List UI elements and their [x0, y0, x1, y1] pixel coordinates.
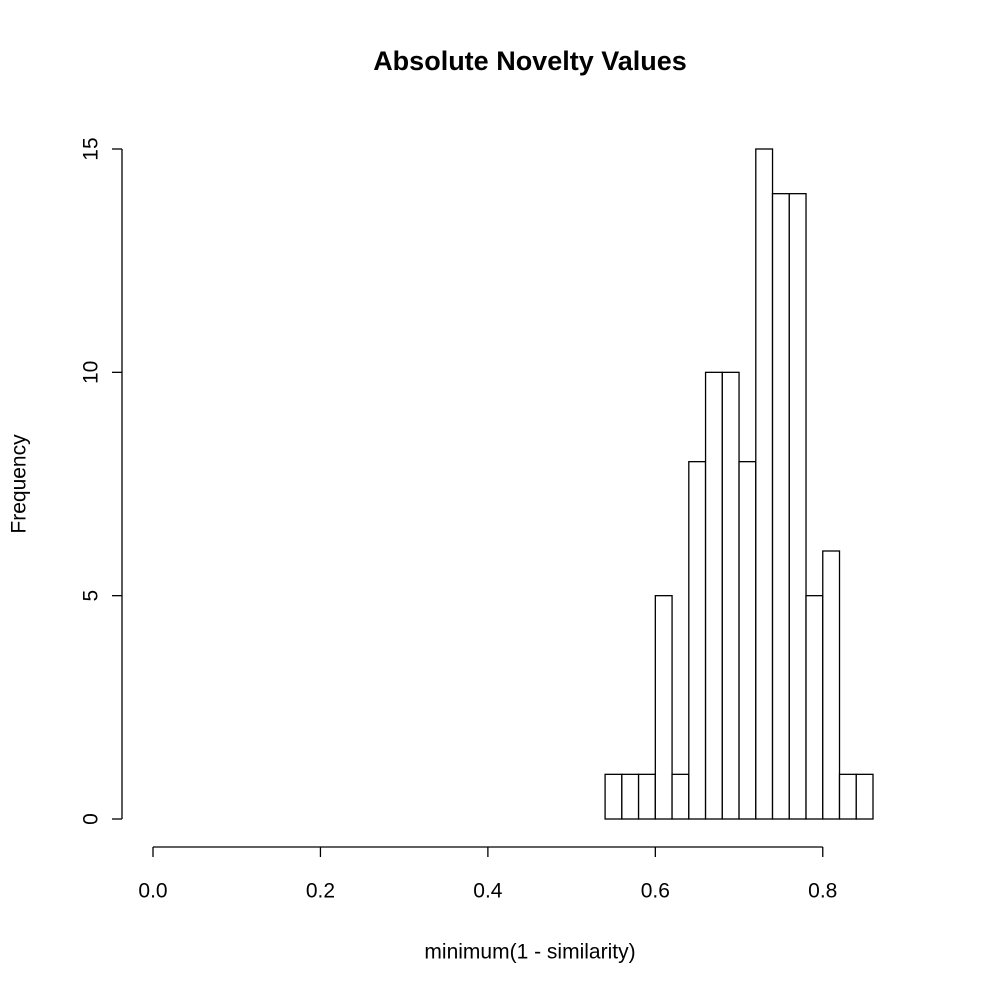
bar [604, 773, 623, 820]
bar [721, 371, 740, 820]
x-axis-label: minimum(1 - similarity) [424, 941, 635, 964]
bar [755, 148, 774, 820]
x-tick-label: 0.0 [138, 880, 167, 903]
bar [855, 773, 874, 820]
bar [688, 461, 707, 820]
bar [838, 773, 857, 820]
bar [822, 550, 841, 820]
x-tick-label: 0.4 [473, 880, 503, 903]
x-tick-label: 0.2 [306, 880, 335, 903]
x-tick-label: 0.8 [808, 880, 837, 903]
bar [654, 595, 673, 820]
y-axis-label: Frequency [8, 434, 31, 534]
bar [805, 595, 824, 820]
chart-title: Absolute Novelty Values [373, 46, 687, 76]
bar [637, 773, 656, 820]
y-tick-label: 15 [80, 137, 103, 160]
y-tick-label: 0 [80, 813, 103, 825]
y-tick-label: 10 [80, 361, 103, 384]
bar [771, 193, 790, 820]
y-tick-label: 5 [80, 590, 103, 602]
bar [704, 371, 723, 820]
x-tick-label: 0.6 [641, 880, 670, 903]
bar [621, 773, 640, 820]
bar [671, 773, 690, 820]
bar [788, 193, 807, 820]
bar [738, 461, 757, 820]
